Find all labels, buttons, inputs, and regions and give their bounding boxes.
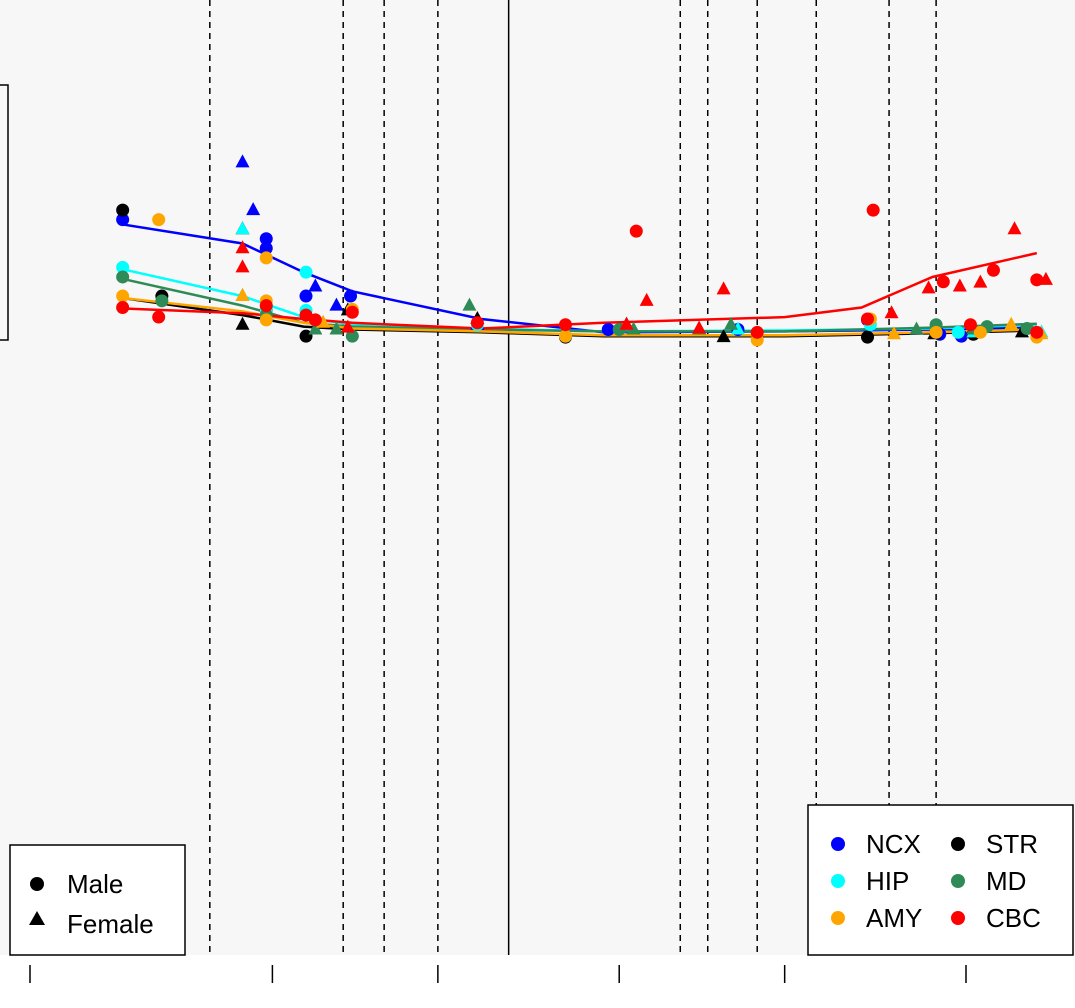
point-ncx-female: [329, 297, 344, 311]
data-points: [116, 154, 1053, 347]
point-cbc-male: [308, 313, 322, 327]
trend-line-cbc: [122, 251, 1038, 330]
point-str-female: [716, 329, 731, 343]
point-cbc-female: [235, 240, 250, 254]
point-cbc-male: [345, 305, 359, 319]
point-ncx-male: [259, 241, 273, 255]
point-amy-male: [259, 251, 273, 265]
point-md-female: [723, 316, 738, 330]
legend-label-amy: AMY: [866, 903, 922, 933]
legend-label-md: MD: [986, 866, 1026, 896]
point-ncx-male: [259, 232, 273, 246]
female-label: Female: [67, 909, 154, 939]
point-cbc-male: [936, 275, 950, 289]
legend-dot-hip: [831, 874, 845, 888]
point-md-female: [329, 321, 344, 335]
point-cbc-male: [629, 224, 643, 238]
legend-label-hip: HIP: [866, 866, 909, 896]
point-md-female: [909, 321, 924, 335]
point-ncx-male: [116, 213, 130, 227]
x-axis: [29, 965, 967, 983]
point-amy-male: [116, 289, 130, 303]
point-md-male: [116, 270, 130, 284]
legend-label-ncx: NCX: [866, 829, 921, 859]
male-symbol: [30, 877, 44, 891]
shape-legend: Male Female: [9, 844, 186, 956]
legend-dot-str: [951, 837, 965, 851]
point-ncx-male: [601, 322, 615, 336]
point-str-male: [861, 330, 875, 344]
point-cbc-male: [963, 318, 977, 332]
legend-dot-amy: [831, 911, 845, 925]
point-hip-female: [730, 321, 745, 335]
point-cbc-female: [1007, 221, 1022, 235]
point-cbc-male: [1030, 325, 1044, 339]
legend-label-str: STR: [986, 829, 1038, 859]
point-cbc-female: [1038, 271, 1053, 285]
male-label: Male: [67, 869, 123, 899]
point-cbc-male: [986, 263, 1000, 277]
point-md-female: [462, 297, 477, 311]
point-cbc-female: [952, 278, 967, 292]
female-symbol: [29, 911, 45, 925]
point-hip-male: [299, 265, 313, 279]
point-cbc-female: [619, 316, 634, 330]
point-cbc-male: [259, 299, 273, 313]
point-md-male: [345, 329, 359, 343]
point-cbc-female: [340, 319, 355, 333]
side-frame: [0, 84, 9, 341]
legend-dot-cbc: [951, 911, 965, 925]
point-cbc-female: [692, 320, 707, 334]
point-md-female: [626, 321, 641, 335]
point-hip-female: [235, 221, 250, 235]
point-str-male: [116, 203, 130, 217]
point-amy-male: [929, 325, 943, 339]
point-amy-male: [558, 329, 572, 343]
point-ncx-female: [235, 154, 250, 168]
point-amy-female: [235, 288, 250, 302]
point-cbc-female: [639, 292, 654, 306]
point-hip-male: [116, 260, 130, 274]
point-cbc-female: [235, 259, 250, 273]
point-str-female: [235, 316, 250, 330]
point-ncx-female: [308, 278, 323, 292]
point-amy-female: [1004, 316, 1019, 330]
point-hip-male: [951, 325, 965, 339]
point-ncx-male: [344, 289, 358, 303]
region-legend-box: [807, 804, 1074, 956]
point-ncx-female: [246, 202, 261, 216]
point-cbc-male: [861, 312, 875, 326]
point-cbc-female: [884, 305, 899, 319]
point-ncx-male: [299, 289, 313, 303]
region-legend: NCX STR HIP MD AMY CBC: [807, 804, 1074, 956]
legend-dot-md: [951, 874, 965, 888]
shape-legend-box: [9, 844, 186, 956]
legend-label-cbc: CBC: [986, 903, 1041, 933]
point-cbc-male: [558, 318, 572, 332]
point-md-male: [155, 294, 169, 308]
point-amy-male: [973, 325, 987, 339]
point-amy-male: [259, 313, 273, 327]
point-cbc-male: [116, 301, 130, 315]
point-cbc-female: [921, 280, 936, 294]
point-cbc-female: [973, 274, 988, 288]
vertical-reference-lines: [209, 0, 937, 955]
point-cbc-male: [152, 310, 166, 324]
point-cbc-male: [470, 316, 484, 330]
plot-background: [0, 0, 1075, 955]
point-md-female: [308, 321, 323, 335]
legend-dot-ncx: [831, 837, 845, 851]
point-cbc-female: [716, 281, 731, 295]
point-amy-female: [887, 326, 902, 340]
point-amy-male: [152, 213, 166, 227]
point-cbc-male: [750, 325, 764, 339]
point-cbc-male: [866, 203, 880, 217]
